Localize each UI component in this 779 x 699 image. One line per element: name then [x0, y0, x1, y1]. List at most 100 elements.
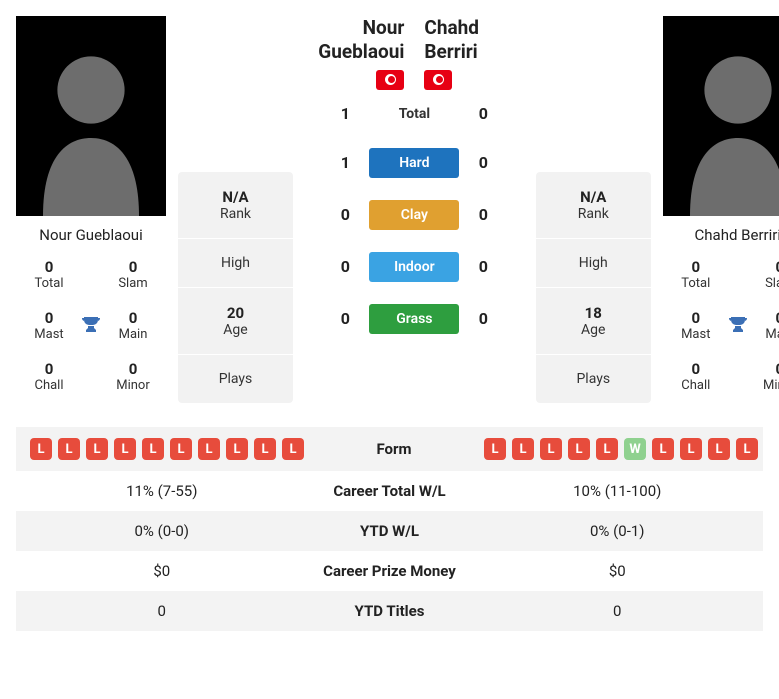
player-right-name-caption: Chahd Berriri: [663, 216, 779, 254]
form-loss-badge: L: [282, 438, 304, 460]
form-loss-badge: L: [198, 438, 220, 460]
form-win-badge: W: [624, 438, 646, 460]
h2h-label: Hard: [369, 148, 459, 178]
form-loss-badge: L: [30, 438, 52, 460]
titles-chall: 0 Chall: [669, 360, 723, 393]
comparison-label: Career Total W/L: [300, 482, 480, 500]
h2h-row: 1 Total 0: [305, 102, 524, 126]
player-right-photo: [663, 16, 779, 216]
stat-plays: Plays: [536, 355, 651, 403]
player-right-photo-col: Chahd Berriri 0 Total 0 Slam 0 Mast: [663, 16, 779, 403]
form-loss-badge: L: [142, 438, 164, 460]
form-loss-badge: L: [226, 438, 248, 460]
form-loss-badge: L: [254, 438, 276, 460]
stat-age: 20 Age: [178, 288, 293, 355]
silhouette-icon: [31, 36, 151, 216]
h2h-right-val: 0: [469, 153, 497, 172]
form-loss-badge: L: [512, 438, 534, 460]
titles-chall: 0 Chall: [22, 360, 76, 393]
h2h-right-val: 0: [469, 104, 497, 123]
comparison-left: 0: [24, 602, 300, 620]
comparison-row: 0YTD Titles0: [16, 591, 763, 631]
stat-high: High: [178, 239, 293, 288]
form-loss-badge: L: [596, 438, 618, 460]
h2h-label: Indoor: [369, 252, 459, 282]
player-left-stats: N/A Rank High 20 Age Plays: [178, 172, 293, 403]
titles-minor: 0 Minor: [753, 360, 779, 393]
form-loss-badge: L: [708, 438, 730, 460]
comparison-row: 0% (0-0)YTD W/L0% (0-1): [16, 511, 763, 551]
h2h-left-val: 1: [331, 104, 359, 123]
top-section: Nour Gueblaoui 0 Total 0 Slam 0 Mast: [16, 16, 763, 403]
player-left-name-header: Nour Gueblaoui: [305, 16, 404, 90]
titles-total: 0 Total: [669, 258, 723, 291]
h2h-row: 0 Clay 0: [305, 200, 524, 230]
h2h-left-val: 0: [331, 205, 359, 224]
h2h-right-val: 0: [469, 205, 497, 224]
comparison-right: 10% (11-100): [480, 482, 756, 500]
form-loss-badge: L: [58, 438, 80, 460]
stat-plays: Plays: [178, 355, 293, 403]
form-loss-badge: L: [484, 438, 506, 460]
h2h-label: Clay: [369, 200, 459, 230]
comparison-left: 0% (0-0): [24, 522, 300, 540]
comparison-label: YTD Titles: [300, 602, 480, 620]
h2h-row: 1 Hard 0: [305, 148, 524, 178]
form-loss-badge: L: [86, 438, 108, 460]
h2h-right-val: 0: [469, 309, 497, 328]
form-loss-badge: L: [652, 438, 674, 460]
comparison-row: LLLLLLLLLLFormLLLLLWLLLL: [16, 427, 763, 471]
stat-high: High: [536, 239, 651, 288]
titles-minor: 0 Minor: [106, 360, 160, 393]
comparison-left: LLLLLLLLLL: [24, 438, 304, 460]
comparison-left: 11% (7-55): [24, 482, 300, 500]
h2h-left-val: 0: [331, 309, 359, 328]
form-loss-badge: L: [540, 438, 562, 460]
flag-icon: [376, 70, 404, 90]
comparison-label: Career Prize Money: [300, 562, 480, 580]
h2h-label: Total: [369, 102, 459, 126]
comparison-row: $0Career Prize Money$0: [16, 551, 763, 591]
titles-total: 0 Total: [22, 258, 76, 291]
form-loss-badge: L: [568, 438, 590, 460]
comparison-row: 11% (7-55)Career Total W/L10% (11-100): [16, 471, 763, 511]
form-loss-badge: L: [680, 438, 702, 460]
h2h-left-val: 1: [331, 153, 359, 172]
form-loss-badge: L: [170, 438, 192, 460]
player-left-photo-col: Nour Gueblaoui 0 Total 0 Slam 0 Mast: [16, 16, 166, 403]
comparison-right: 0% (0-1): [480, 522, 756, 540]
trophy-icon: [723, 309, 753, 342]
comparison-left: $0: [24, 562, 300, 580]
player-right-titles: 0 Total 0 Slam 0 Mast 0: [663, 254, 779, 403]
stat-age: 18 Age: [536, 288, 651, 355]
h2h-surface-rows: 1 Total 0 1 Hard 0 0 Clay 0 0 Indoor 0 0 Grass 0: [305, 98, 524, 334]
player-names-row: Nour Gueblaoui Chahd Berriri: [305, 16, 524, 90]
comparison-right: LLLLLWLLLL: [484, 438, 764, 460]
titles-slam: 0 Slam: [753, 258, 779, 291]
center-h2h: Nour Gueblaoui Chahd Berriri 1 Total 0 1 Har…: [305, 16, 524, 403]
silhouette-icon: [678, 36, 779, 216]
titles-mast: 0 Mast: [22, 309, 76, 342]
player-left-titles: 0 Total 0 Slam 0 Mast 0: [16, 254, 166, 403]
titles-main: 0 Main: [753, 309, 779, 342]
comparison-table: LLLLLLLLLLFormLLLLLWLLLL11% (7-55)Career…: [16, 427, 763, 631]
stat-rank: N/A Rank: [178, 172, 293, 239]
comparison-right: 0: [480, 602, 756, 620]
h2h-left-val: 0: [331, 257, 359, 276]
titles-mast: 0 Mast: [669, 309, 723, 342]
h2h-row: 0 Indoor 0: [305, 252, 524, 282]
player-right-block: Chahd Berriri 0 Total 0 Slam 0 Mast: [536, 16, 779, 403]
comparison-label: Form: [304, 440, 484, 458]
trophy-icon: [76, 309, 106, 342]
comparison-label: YTD W/L: [300, 522, 480, 540]
player-left-name-caption: Nour Gueblaoui: [16, 216, 166, 254]
h2h-label: Grass: [369, 304, 459, 334]
h2h-row: 0 Grass 0: [305, 304, 524, 334]
form-loss-badge: L: [114, 438, 136, 460]
form-loss-badge: L: [736, 438, 758, 460]
h2h-right-val: 0: [469, 257, 497, 276]
player-right-name-header: Chahd Berriri: [424, 16, 523, 90]
stat-rank: N/A Rank: [536, 172, 651, 239]
player-left-photo: [16, 16, 166, 216]
titles-main: 0 Main: [106, 309, 160, 342]
